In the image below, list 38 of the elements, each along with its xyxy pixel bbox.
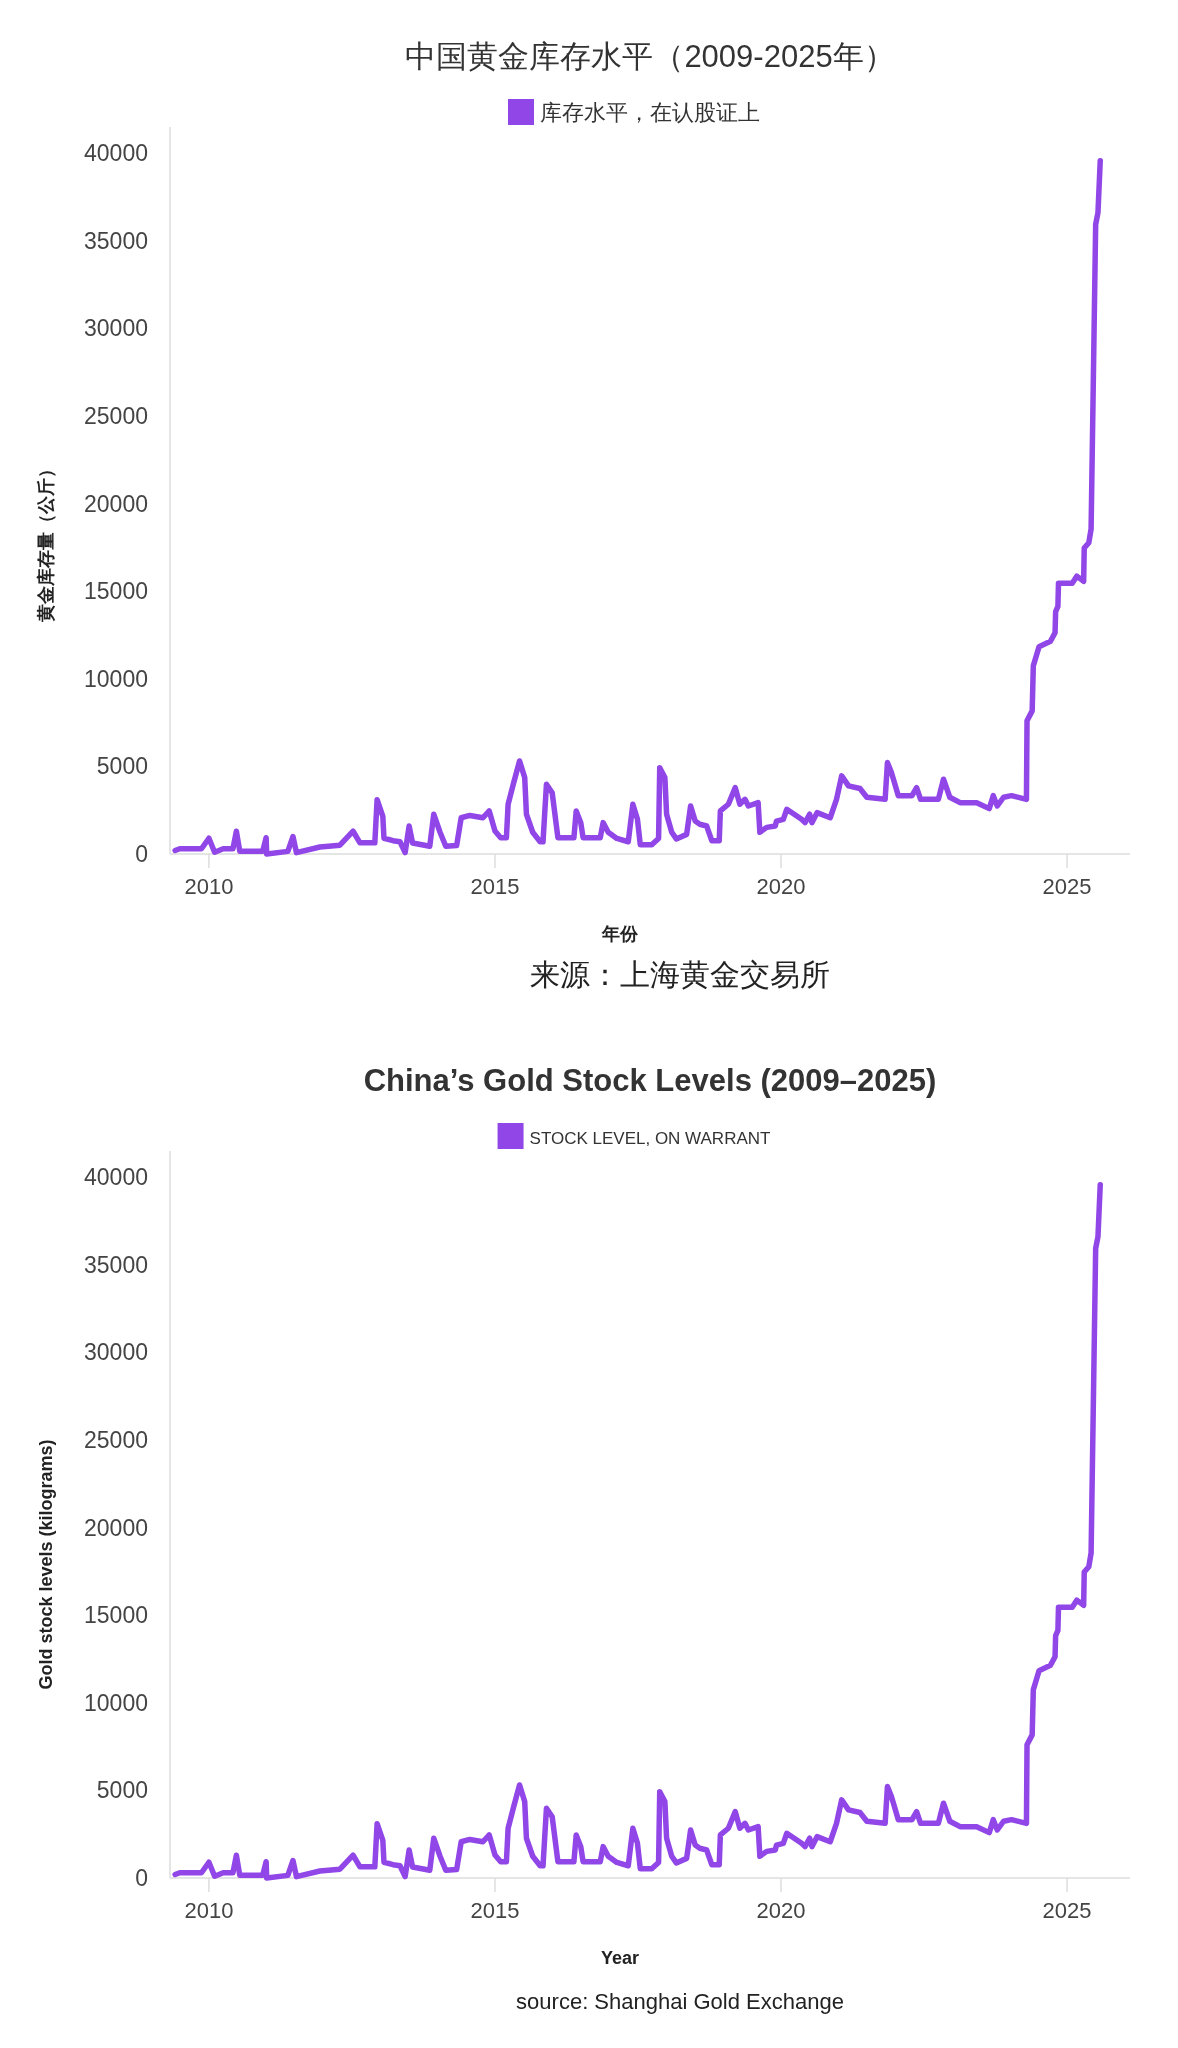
legend-label: STOCK LEVEL, ON WARRANT xyxy=(529,1129,771,1148)
y-tick-label: 20000 xyxy=(84,1514,148,1541)
chart-title: 中国黄金库存水平（2009-2025年） xyxy=(405,39,895,74)
x-tick-label: 2020 xyxy=(756,874,806,899)
y-tick-label: 0 xyxy=(135,1865,148,1891)
y-tick-label: 35000 xyxy=(84,227,148,254)
x-tick-label: 2015 xyxy=(470,874,520,899)
y-tick-label: 30000 xyxy=(84,1339,148,1366)
x-tick-label: 2010 xyxy=(184,874,234,899)
y-tick-label: 25000 xyxy=(84,1427,148,1454)
y-tick-label: 10000 xyxy=(84,1689,148,1716)
legend-item: 库存水平，在认股证上 xyxy=(508,99,760,125)
y-axis-title: Gold stock levels (kilograms) xyxy=(36,1439,56,1690)
x-tick-label: 2025 xyxy=(1042,874,1092,899)
y-tick-label: 0 xyxy=(135,841,148,867)
y-tick-label: 15000 xyxy=(84,578,148,605)
chart-title: China’s Gold Stock Levels (2009–2025) xyxy=(363,1063,937,1098)
y-tick-label: 10000 xyxy=(84,665,148,692)
x-axis-title: Year xyxy=(600,1948,640,1968)
y-tick-label: 5000 xyxy=(96,753,148,780)
y-tick-label: 15000 xyxy=(84,1602,148,1629)
legend-label: 库存水平，在认股证上 xyxy=(540,100,760,125)
source-note: 来源：上海黄金交易所 xyxy=(530,958,830,991)
y-tick-label: 5000 xyxy=(96,1777,148,1804)
y-tick-label: 20000 xyxy=(84,490,148,517)
source-note: source: Shanghai Gold Exchange xyxy=(516,1989,844,2014)
x-tick-label: 2020 xyxy=(756,1898,806,1923)
legend-item: STOCK LEVEL, ON WARRANT xyxy=(497,1123,771,1149)
x-tick-label: 2015 xyxy=(470,1898,520,1923)
x-tick-label: 2025 xyxy=(1042,1898,1092,1923)
y-tick-label: 25000 xyxy=(84,403,148,430)
y-tick-label: 35000 xyxy=(84,1251,148,1278)
x-axis-title: 年份 xyxy=(601,924,639,944)
y-tick-label: 40000 xyxy=(84,1164,148,1191)
y-tick-label: 40000 xyxy=(84,140,148,167)
x-tick-label: 2010 xyxy=(184,1898,234,1923)
y-axis-title: 黄金库存量（公斤） xyxy=(36,459,56,623)
y-tick-label: 30000 xyxy=(84,315,148,342)
